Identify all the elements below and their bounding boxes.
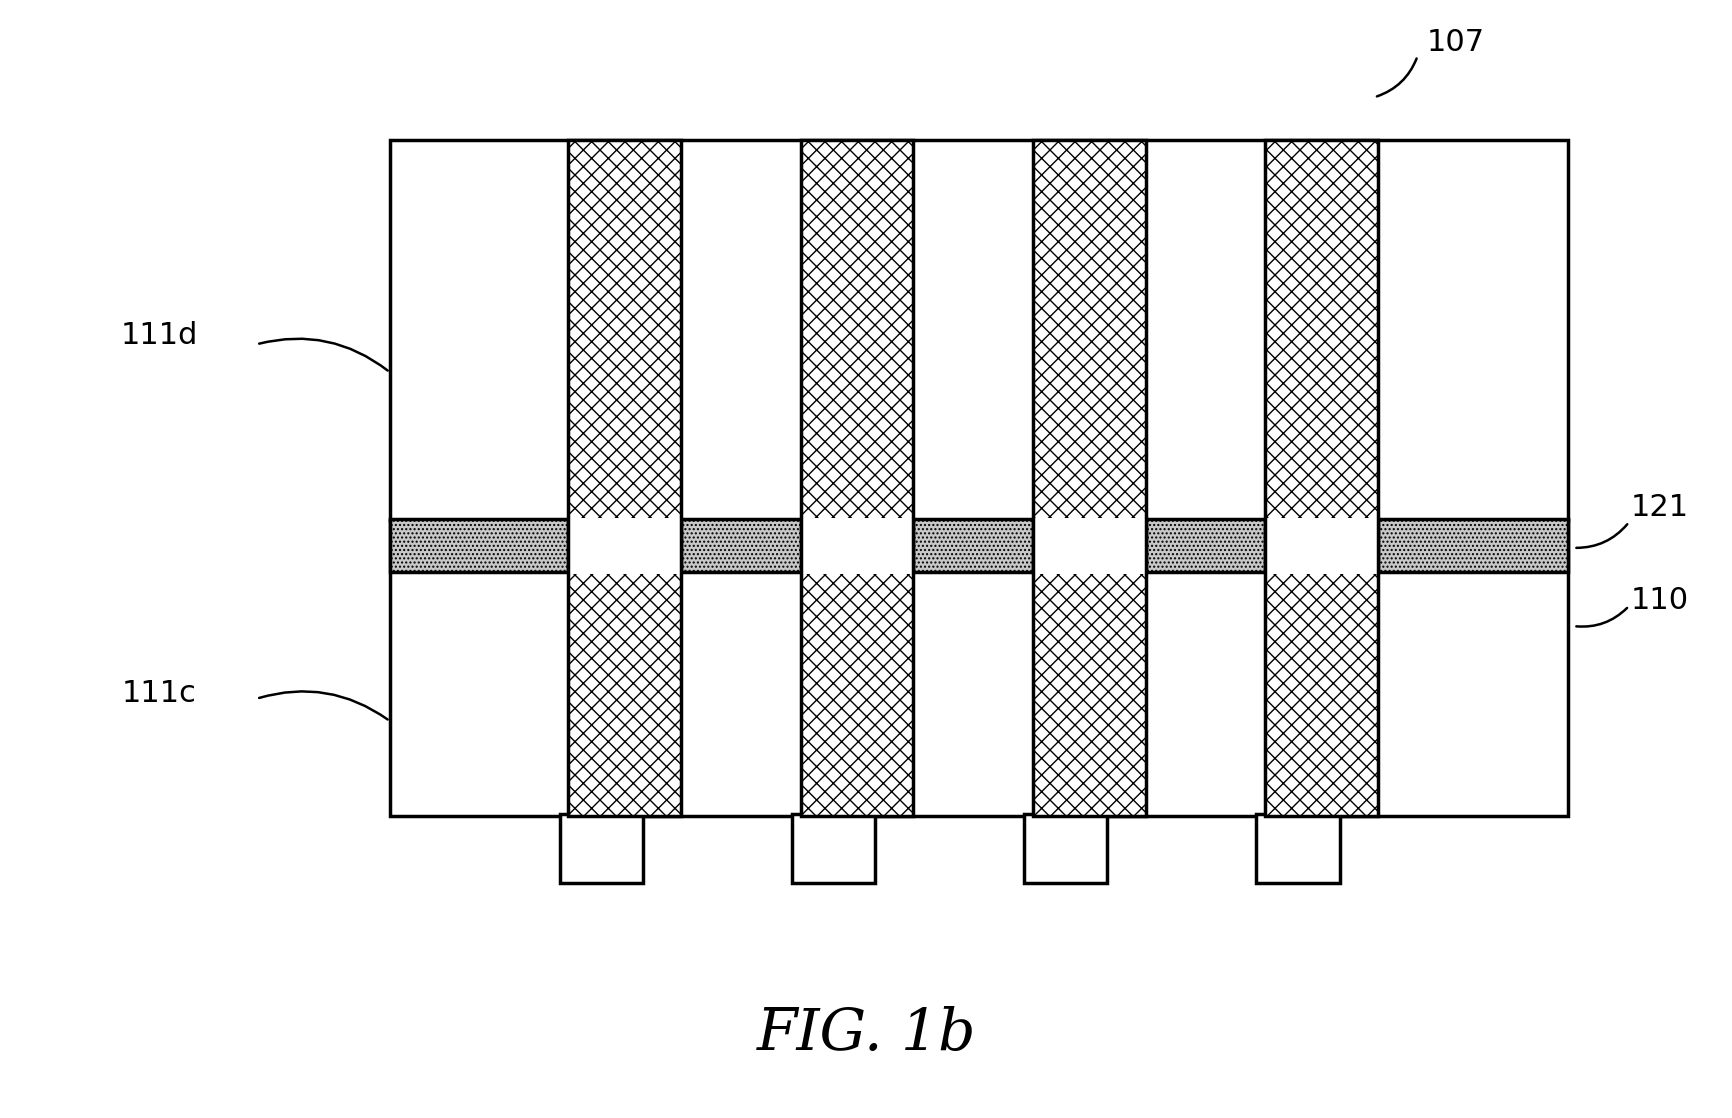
Text: 111c: 111c <box>121 679 197 708</box>
Bar <box>1032 140 1145 520</box>
Bar <box>390 140 1567 520</box>
Text: 111d: 111d <box>121 321 197 350</box>
Bar <box>800 520 913 816</box>
Bar <box>1032 518 1145 574</box>
Bar <box>1032 520 1145 816</box>
Bar <box>1264 140 1377 520</box>
Bar <box>568 518 681 574</box>
Text: 110: 110 <box>1630 586 1689 615</box>
Bar <box>568 140 681 520</box>
Text: 107: 107 <box>1425 28 1484 57</box>
Bar <box>559 814 643 883</box>
Bar <box>390 519 1567 572</box>
Bar <box>800 518 913 574</box>
Bar <box>1264 520 1377 816</box>
Bar <box>1264 518 1377 574</box>
Text: FIG. 1b: FIG. 1b <box>757 1006 975 1062</box>
Bar <box>1256 814 1339 883</box>
Bar <box>800 140 913 520</box>
Bar <box>568 520 681 816</box>
Bar <box>1024 814 1107 883</box>
Bar <box>792 814 875 883</box>
Text: 121: 121 <box>1630 493 1689 522</box>
Bar <box>390 520 1567 816</box>
